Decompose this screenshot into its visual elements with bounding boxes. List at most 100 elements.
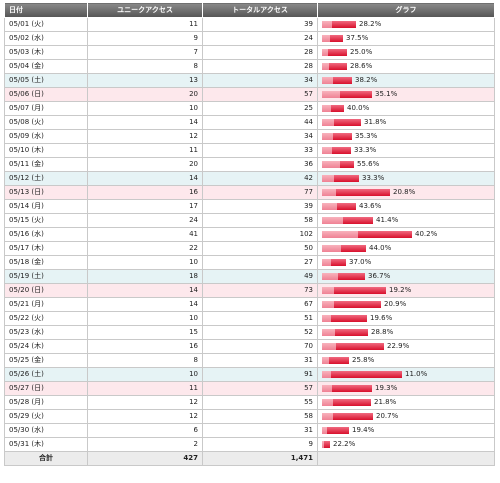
graph-bar-group: 22.9% <box>322 340 490 353</box>
graph-bar-group: 28.2% <box>322 18 490 31</box>
table-row: 05/26 (土) 10 91 11.0% <box>4 367 495 382</box>
unique-access-cell: 14 <box>87 283 203 298</box>
date-cell: 05/04 (金) <box>4 59 88 74</box>
table-row: 05/04 (金) 8 28 28.6% <box>4 59 495 74</box>
date-cell: 05/01 (火) <box>4 17 88 32</box>
percentage-label: 37.5% <box>346 34 369 42</box>
total-access-bar <box>322 259 346 266</box>
percentage-label: 19.4% <box>352 426 375 434</box>
graph-bar-group: 44.0% <box>322 242 490 255</box>
total-access-bar <box>322 357 349 364</box>
total-access-bar <box>322 77 352 84</box>
total-access-bar <box>322 35 343 42</box>
unique-access-bar <box>322 231 358 238</box>
unique-access-bar <box>322 371 331 378</box>
unique-access-bar <box>322 357 329 364</box>
unique-access-bar <box>322 427 327 434</box>
unique-access-cell: 20 <box>87 87 203 102</box>
table-row: 05/09 (水) 12 34 35.3% <box>4 129 495 144</box>
percentage-label: 22.9% <box>387 342 410 350</box>
unique-access-cell: 11 <box>87 143 203 158</box>
percentage-label: 35.1% <box>375 90 398 98</box>
unique-access-cell: 10 <box>87 311 203 326</box>
table-row: 05/10 (木) 11 33 33.3% <box>4 143 495 158</box>
unique-access-bar <box>322 49 328 56</box>
total-access-bar <box>322 315 367 322</box>
unique-access-bar <box>322 21 332 28</box>
date-cell: 05/18 (金) <box>4 255 88 270</box>
total-access-cell: 27 <box>202 255 318 270</box>
total-access-bar <box>322 371 402 378</box>
total-access-cell: 31 <box>202 353 318 368</box>
percentage-label: 40.0% <box>347 104 370 112</box>
total-access-cell: 39 <box>202 199 318 214</box>
percentage-label: 25.8% <box>352 356 375 364</box>
unique-access-cell: 24 <box>87 213 203 228</box>
table-row: 05/06 (日) 20 57 35.1% <box>4 87 495 102</box>
graph-cell: 38.2% <box>317 73 495 88</box>
unique-access-cell: 20 <box>87 157 203 172</box>
unique-access-cell: 8 <box>87 59 203 74</box>
table-row: 05/03 (木) 7 28 25.0% <box>4 45 495 60</box>
unique-access-bar <box>322 147 332 154</box>
total-access-bar <box>322 63 347 70</box>
table-row: 05/20 (日) 14 73 19.2% <box>4 283 495 298</box>
unique-access-cell: 11 <box>87 381 203 396</box>
table-body: 05/01 (火) 11 39 28.2% 05/02 (水) 9 24 37.5% 05/03… <box>4 17 495 452</box>
table-header-row: 日付 ユニークアクセス トータルアクセス グラフ <box>4 2 495 18</box>
unique-access-cell: 15 <box>87 325 203 340</box>
percentage-label: 28.8% <box>371 328 394 336</box>
unique-access-cell: 12 <box>87 395 203 410</box>
graph-bar-group: 31.8% <box>322 116 490 129</box>
graph-bar-group: 37.0% <box>322 256 490 269</box>
percentage-label: 55.6% <box>357 160 380 168</box>
total-access-bar <box>322 175 359 182</box>
percentage-label: 43.6% <box>359 202 382 210</box>
percentage-label: 41.4% <box>376 216 399 224</box>
graph-cell: 37.0% <box>317 255 495 270</box>
date-cell: 05/24 (木) <box>4 339 88 354</box>
percentage-label: 20.7% <box>376 412 399 420</box>
table-row: 05/17 (木) 22 50 44.0% <box>4 241 495 256</box>
total-access-bar <box>322 189 390 196</box>
graph-cell: 22.9% <box>317 339 495 354</box>
graph-bar-group: 38.2% <box>322 74 490 87</box>
table-row: 05/11 (金) 20 36 55.6% <box>4 157 495 172</box>
totals-total: 1,471 <box>202 451 318 466</box>
unique-access-cell: 14 <box>87 115 203 130</box>
date-cell: 05/16 (水) <box>4 227 88 242</box>
table-row: 05/05 (土) 13 34 38.2% <box>4 73 495 88</box>
unique-access-bar <box>322 287 334 294</box>
date-cell: 05/11 (金) <box>4 157 88 172</box>
date-cell: 05/30 (水) <box>4 423 88 438</box>
access-stats-table: 日付 ユニークアクセス トータルアクセス グラフ 05/01 (火) 11 39 28… <box>4 2 495 466</box>
total-access-bar <box>322 301 381 308</box>
total-access-cell: 28 <box>202 59 318 74</box>
table-row: 05/23 (水) 15 52 28.8% <box>4 325 495 340</box>
graph-cell: 37.5% <box>317 31 495 46</box>
table-row: 05/07 (月) 10 25 40.0% <box>4 101 495 116</box>
graph-cell: 28.6% <box>317 59 495 74</box>
total-access-cell: 36 <box>202 157 318 172</box>
total-access-bar <box>322 427 349 434</box>
unique-access-bar <box>322 273 338 280</box>
table-row: 05/31 (木) 2 9 22.2% <box>4 437 495 452</box>
date-cell: 05/23 (水) <box>4 325 88 340</box>
graph-bar-group: 25.0% <box>322 46 490 59</box>
date-cell: 05/28 (月) <box>4 395 88 410</box>
date-cell: 05/15 (火) <box>4 213 88 228</box>
total-access-bar <box>322 21 356 28</box>
graph-bar-group: 43.6% <box>322 200 490 213</box>
unique-access-cell: 13 <box>87 73 203 88</box>
percentage-label: 28.2% <box>359 20 382 28</box>
total-access-bar <box>322 441 330 448</box>
date-cell: 05/22 (火) <box>4 311 88 326</box>
percentage-label: 20.9% <box>384 300 407 308</box>
table-row: 05/16 (水) 41 102 40.2% <box>4 227 495 242</box>
unique-access-cell: 12 <box>87 409 203 424</box>
table-row: 05/24 (木) 16 70 22.9% <box>4 339 495 354</box>
total-access-bar <box>322 105 344 112</box>
unique-access-bar <box>322 343 336 350</box>
table-row: 05/13 (日) 16 77 20.8% <box>4 185 495 200</box>
date-cell: 05/26 (土) <box>4 367 88 382</box>
